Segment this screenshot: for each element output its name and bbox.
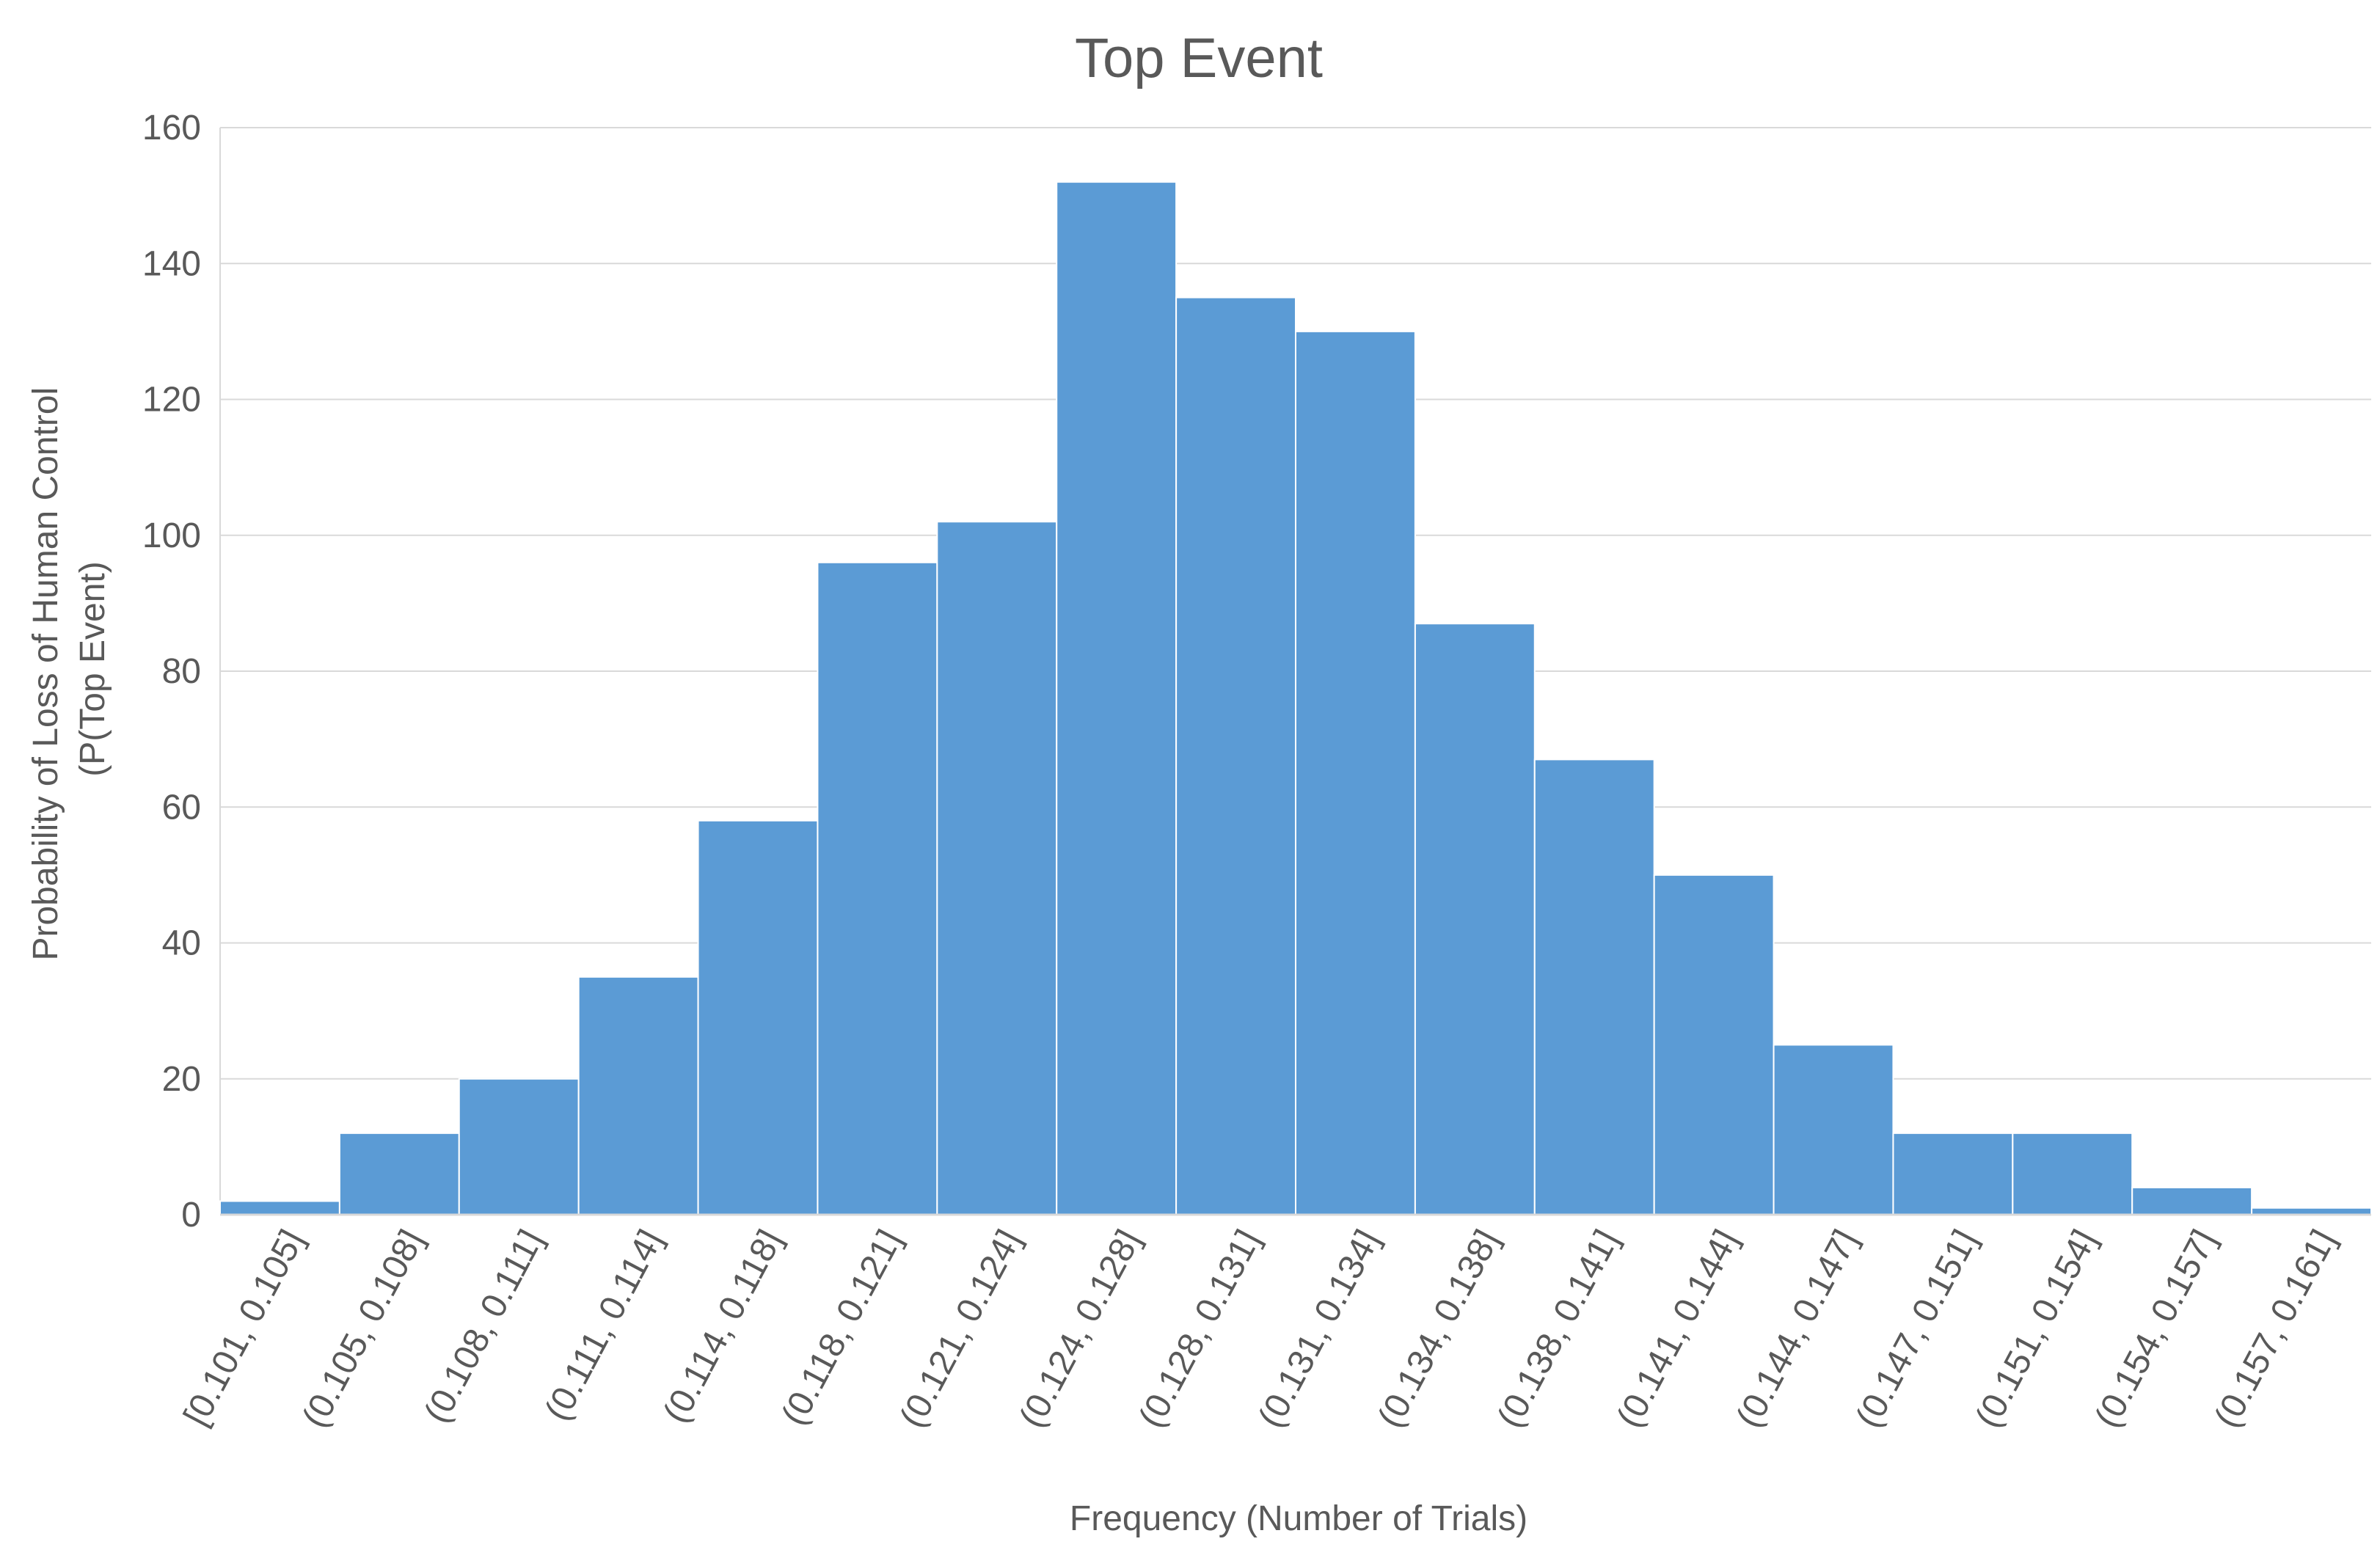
x-axis-label: Frequency (Number of Trials): [1070, 1499, 1527, 1538]
x-tick-label: (0.154, 0.157]: [2088, 1224, 2224, 1433]
x-axis-ticks: [0.101, 0.105](0.105, 0.108](0.108, 0.11…: [177, 1224, 2344, 1433]
y-tick-label: 80: [162, 652, 201, 691]
y-tick-label: 40: [162, 924, 201, 963]
x-tick-label: (0.121, 0.124]: [893, 1224, 1029, 1433]
bar-6: [936, 521, 1058, 1215]
bar-1: [338, 1132, 460, 1215]
bar-2: [458, 1078, 580, 1215]
y-tick-label: 140: [142, 244, 201, 283]
y-axis-label: Probability of Loss of Human Control (P(…: [26, 377, 112, 960]
x-tick-label: [0.101, 0.105]: [177, 1224, 313, 1432]
y-tick-label: 160: [142, 109, 201, 147]
bar-16: [2131, 1186, 2253, 1215]
y-tick-label: 120: [142, 381, 201, 420]
bar-8: [1175, 296, 1296, 1215]
bar-15: [2012, 1132, 2133, 1215]
bar-7: [1056, 181, 1178, 1216]
x-tick-label: (0.111, 0.114]: [538, 1224, 671, 1427]
bar-14: [1892, 1132, 2014, 1215]
x-tick-label: (0.108, 0.111]: [417, 1224, 551, 1429]
bar-3: [577, 976, 699, 1215]
y-tick-label: 100: [142, 516, 201, 555]
y-tick-label: 0: [181, 1196, 201, 1235]
bar-13: [1773, 1044, 1894, 1215]
bar-12: [1653, 874, 1775, 1215]
bar-11: [1533, 758, 1655, 1215]
bar-10: [1414, 623, 1536, 1215]
x-tick-label: (0.131, 0.134]: [1251, 1224, 1387, 1433]
x-tick-label: (0.124, 0.128]: [1012, 1224, 1149, 1433]
chart-title: Top Event: [1075, 27, 1323, 89]
x-tick-label: (0.128, 0.131]: [1131, 1224, 1268, 1433]
x-tick-label: (0.118, 0.121]: [774, 1224, 909, 1431]
bar-4: [697, 819, 819, 1215]
x-tick-label: (0.151, 0.154]: [1968, 1224, 2105, 1433]
bar-5: [817, 561, 938, 1215]
y-axis-ticks: 0 20 40 60 80 100 120 140 160: [142, 109, 201, 1235]
x-tick-label: (0.141, 0.144]: [1610, 1224, 1746, 1433]
x-tick-label: (0.134, 0.138]: [1370, 1224, 1507, 1433]
y-tick-label: 60: [162, 788, 201, 827]
y-axis-label-line-2: (P(Top Event): [73, 561, 112, 776]
bar-0: [219, 1200, 340, 1215]
x-tick-label: (0.147, 0.151]: [1849, 1224, 1985, 1433]
bar-9: [1295, 330, 1416, 1215]
x-tick-label: (0.144, 0.147]: [1729, 1224, 1866, 1433]
y-tick-label: 20: [162, 1060, 201, 1099]
bars: [219, 181, 2372, 1216]
x-tick-label: (0.114, 0.118]: [656, 1224, 790, 1429]
x-tick-label: (0.157, 0.161]: [2207, 1224, 2343, 1433]
x-tick-label: (0.105, 0.108]: [295, 1224, 431, 1433]
y-axis-label-line-1: Probability of Loss of Human Control: [26, 387, 65, 961]
x-tick-label: (0.138, 0.141]: [1490, 1224, 1627, 1433]
